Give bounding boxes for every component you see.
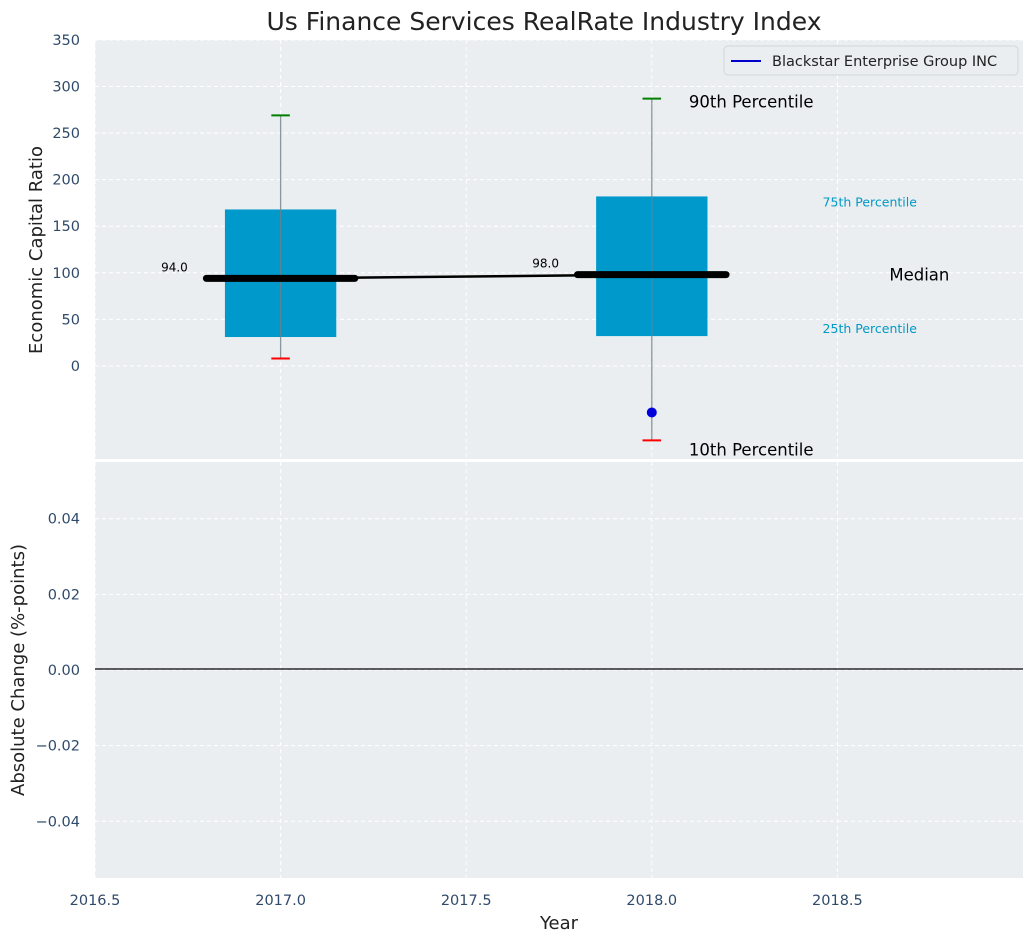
- chart-title: Us Finance Services RealRate Industry In…: [267, 7, 822, 36]
- top-y-tick-label: 350: [52, 33, 80, 49]
- top-y-tick-label: 150: [52, 219, 80, 235]
- legend-box: [723, 45, 1019, 76]
- x-tick-label: 2016.5: [70, 893, 121, 909]
- x-tick-label: 2017.5: [441, 893, 492, 909]
- p10-annotation: 10th Percentile: [689, 440, 814, 459]
- x-tick-label: 2018.0: [626, 893, 677, 909]
- top-y-tick-label: 0: [71, 359, 80, 375]
- legend: Blackstar Enterprise Group INC: [723, 45, 1019, 76]
- company-point: [646, 407, 657, 418]
- bottom-y-tick-label: −0.02: [36, 739, 80, 755]
- top-y-axis-label: Economic Capital Ratio: [26, 146, 47, 354]
- median-data-label: 94.0: [161, 260, 188, 274]
- median-annotation: Median: [889, 266, 949, 285]
- bottom-grid: [94, 462, 1023, 878]
- legend-entry: Blackstar Enterprise Group INC: [772, 54, 997, 70]
- bottom-y-axis-label: Absolute Change (%-points): [8, 544, 29, 796]
- bottom-y-tick-label: 0.04: [48, 512, 80, 528]
- p75-annotation: 75th Percentile: [823, 194, 918, 209]
- top-y-tick-label: 50: [62, 312, 80, 328]
- top-y-tick-label: 100: [52, 266, 80, 282]
- bottom-y-tick-label: −0.04: [36, 814, 80, 830]
- top-y-tick-label: 200: [52, 173, 80, 189]
- x-tick-label: 2017.0: [255, 893, 306, 909]
- bottom-y-tick-label: 0.00: [48, 663, 80, 679]
- x-ticks: 2016.5 2017.0 2017.5 2018.0 2018.5: [70, 893, 863, 909]
- x-tick-label: 2018.5: [812, 893, 863, 909]
- x-axis-label: Year: [539, 913, 579, 934]
- top-y-tick-label: 300: [52, 80, 80, 96]
- p90-annotation: 90th Percentile: [689, 93, 814, 112]
- top-y-ticks: 0 50 100 150 200 250 300 350: [52, 33, 80, 375]
- bottom-y-ticks: −0.04 −0.02 0.00 0.02 0.04: [36, 512, 80, 831]
- top-y-tick-label: 250: [52, 126, 80, 142]
- median-data-label: 98.0: [532, 257, 559, 271]
- bottom-y-tick-label: 0.02: [48, 587, 80, 603]
- p25-annotation: 25th Percentile: [823, 321, 918, 336]
- top-marks: 94.0 98.0: [161, 97, 730, 442]
- top-annotations: 90th Percentile 75th Percentile Median 25th…: [689, 93, 949, 460]
